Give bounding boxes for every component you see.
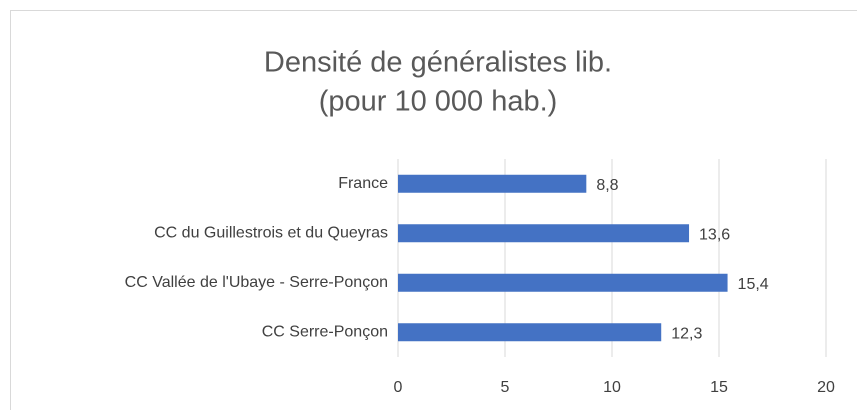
x-tick-label: 5 xyxy=(501,379,510,396)
chart-title: (pour 10 000 hab.) xyxy=(319,86,558,118)
x-tick-label: 20 xyxy=(817,379,835,396)
y-tick-label: CC Vallée de l'Ubaye - Serre-Ponçon xyxy=(125,274,388,291)
bar xyxy=(398,323,662,342)
x-tick-label: 15 xyxy=(710,379,728,396)
x-tick-label: 0 xyxy=(394,379,403,396)
chart-title: Densité de généralistes lib. xyxy=(264,47,612,79)
bar xyxy=(398,174,587,193)
y-tick-label: CC du Guillestrois et du Queyras xyxy=(154,224,388,241)
y-tick-label: France xyxy=(338,175,388,192)
data-label: 15,4 xyxy=(738,276,769,293)
data-label: 8,8 xyxy=(596,177,618,194)
y-tick-label: CC Serre-Ponçon xyxy=(262,323,388,340)
data-label: 12,3 xyxy=(671,325,702,342)
bar xyxy=(398,224,690,243)
bar xyxy=(398,273,728,292)
data-label: 13,6 xyxy=(699,226,730,243)
x-tick-label: 10 xyxy=(603,379,621,396)
chart-frame xyxy=(10,10,857,410)
